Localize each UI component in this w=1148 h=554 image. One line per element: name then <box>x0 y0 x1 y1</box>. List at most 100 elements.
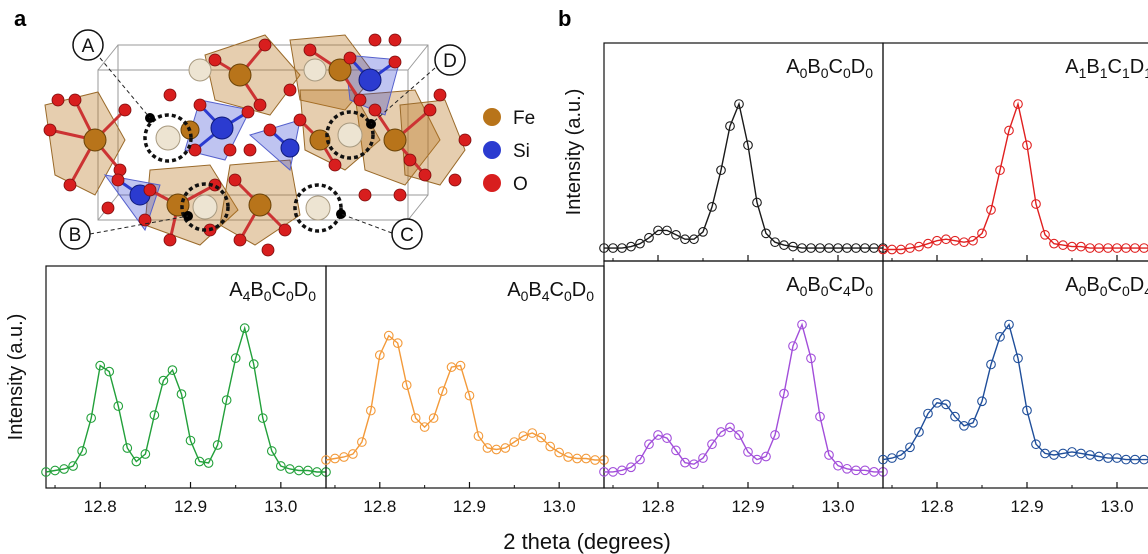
data-point <box>1031 199 1041 209</box>
data-point <box>59 464 69 474</box>
data-point <box>959 420 969 431</box>
data-point <box>617 465 627 476</box>
site-label-d: D <box>434 44 466 76</box>
svg-text:C: C <box>400 225 414 246</box>
data-point <box>248 359 259 369</box>
data-point <box>509 437 520 447</box>
data-point <box>221 395 232 405</box>
data-point <box>1094 451 1104 462</box>
data-point <box>626 462 636 473</box>
data-point <box>446 362 457 372</box>
series-line <box>45 325 326 473</box>
svg-text:B: B <box>69 225 82 246</box>
data-point <box>1139 454 1148 465</box>
panel-title: A0​B0​C4​D0​ <box>786 274 873 299</box>
data-point <box>1022 140 1032 151</box>
data-point <box>752 454 762 465</box>
data-point <box>330 453 340 464</box>
data-point <box>986 359 996 370</box>
panel-title: A0​B0​C0​D4​ <box>1065 274 1148 299</box>
chart-p3: 12.8 12.9 13.0 A4​B0​C0​D0​ Intensity (a.u.) <box>5 265 331 516</box>
data-point <box>896 450 906 460</box>
data-point <box>1076 241 1086 252</box>
data-point <box>1085 450 1095 460</box>
data-point <box>383 330 394 341</box>
panel-title: A1​B1​C1​D1​ <box>1065 56 1148 81</box>
data-point <box>527 428 538 438</box>
data-point <box>734 430 744 440</box>
data-point <box>995 331 1005 342</box>
data-point <box>968 235 978 246</box>
data-point <box>167 365 178 375</box>
data-point <box>950 411 960 422</box>
data-point <box>285 464 295 474</box>
svg-text:D: D <box>443 51 457 72</box>
data-point <box>185 435 196 446</box>
chart-p4: 12.8 12.9 13.0 A0​B4​C0​D0​ <box>321 265 609 516</box>
data-point <box>257 413 268 423</box>
series-line <box>604 322 883 473</box>
data-point <box>303 465 313 476</box>
data-point <box>339 452 349 462</box>
data-point <box>842 463 852 474</box>
site-label-a: A <box>72 29 104 61</box>
data-point <box>149 410 160 420</box>
data-point <box>536 432 547 443</box>
data-point <box>1076 448 1086 459</box>
data-point <box>95 360 106 371</box>
data-point <box>518 431 529 441</box>
data-point <box>392 338 403 348</box>
panel-a-label: a <box>14 6 27 31</box>
data-point <box>905 243 915 253</box>
si-atoms <box>129 68 382 206</box>
data-point <box>617 243 627 253</box>
panel-title: A0​B0​C0​D0​ <box>786 56 873 81</box>
data-point <box>1049 238 1059 249</box>
plot-frame <box>882 260 1148 489</box>
data-point <box>212 440 223 450</box>
data-point <box>473 431 484 441</box>
data-point <box>348 449 358 459</box>
x-tick-label: 12.9 <box>731 497 764 516</box>
data-point <box>932 235 942 246</box>
data-point <box>689 234 699 245</box>
data-point <box>239 323 250 334</box>
data-point <box>1139 243 1148 253</box>
data-point <box>545 441 556 452</box>
svg-text:A: A <box>82 36 95 57</box>
shared-x-axis-label: 2 theta (degrees) <box>503 529 671 554</box>
x-tick-label: 12.9 <box>453 497 486 516</box>
legend-si-label: Si <box>513 141 530 162</box>
data-point <box>914 427 924 437</box>
data-point <box>1031 439 1041 450</box>
data-point <box>860 465 870 476</box>
data-point <box>203 458 214 468</box>
data-point <box>698 453 708 463</box>
data-point <box>887 453 897 463</box>
data-point <box>698 227 708 237</box>
data-point <box>743 447 753 457</box>
data-point <box>716 427 726 437</box>
data-point <box>824 450 834 460</box>
legend-fe-label: Fe <box>513 108 535 129</box>
data-point <box>977 396 987 407</box>
data-point <box>815 411 825 422</box>
data-point <box>635 238 645 249</box>
data-point <box>653 430 663 440</box>
data-point <box>896 244 906 255</box>
data-point <box>1058 240 1068 250</box>
data-point <box>321 455 331 465</box>
data-point <box>779 388 789 399</box>
data-point <box>140 449 151 459</box>
data-point <box>113 401 124 411</box>
chart-p1: A0​B0​C0​D0​ Intensity (a.u.) <box>563 42 888 262</box>
x-tick-label: 12.9 <box>1010 497 1043 516</box>
site-label-c: C <box>391 218 423 250</box>
y-axis-label: Intensity (a.u.) <box>5 314 27 441</box>
data-point <box>419 422 430 432</box>
data-point <box>1040 229 1050 240</box>
data-point <box>158 375 169 386</box>
data-point <box>428 413 439 423</box>
data-point <box>788 341 798 351</box>
